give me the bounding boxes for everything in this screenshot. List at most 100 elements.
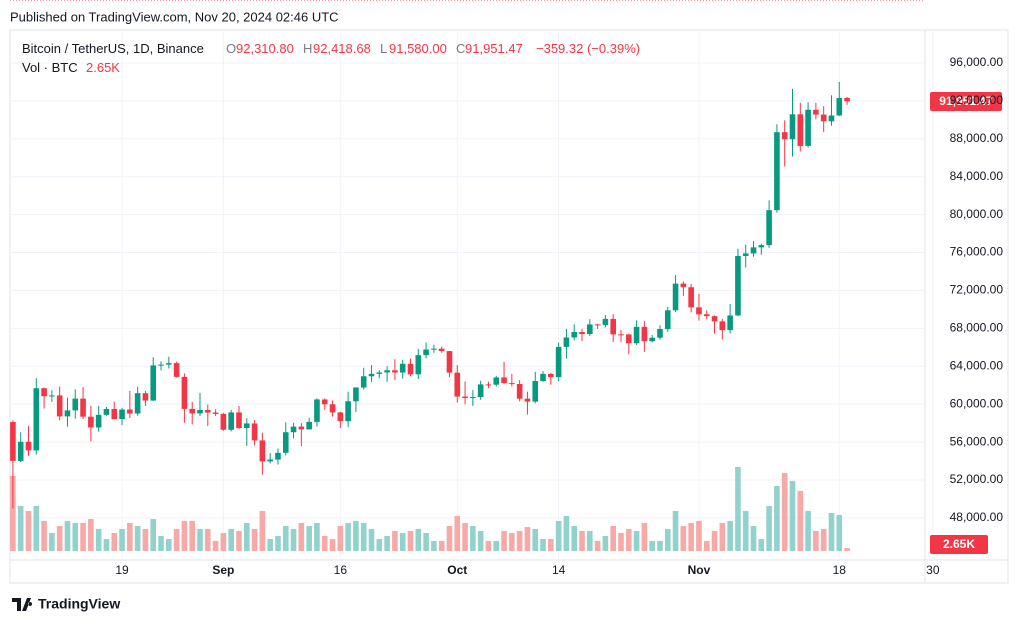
volume-bar: [384, 535, 390, 551]
candle-body: [657, 329, 663, 338]
candle-body: [392, 370, 398, 373]
candle-body: [727, 315, 733, 331]
candle-body: [641, 326, 648, 342]
volume-bar: [446, 526, 453, 551]
volume-bar: [392, 530, 398, 551]
volume-bar: [134, 526, 141, 551]
volume-bar: [407, 530, 414, 551]
volume-bar: [95, 528, 102, 551]
candle-body: [431, 348, 437, 350]
candle-body: [672, 283, 679, 311]
low-value: 91,580.00: [389, 41, 447, 56]
high-value: 92,418.68: [313, 41, 371, 56]
volume-bar: [774, 485, 780, 551]
candle-body: [25, 441, 32, 451]
volume-bar: [158, 535, 164, 551]
y-tick-label: 60,000.00: [950, 396, 1004, 410]
candle-body: [587, 324, 593, 335]
volume-bar: [501, 530, 507, 551]
published-note: Published on TradingView.com, Nov 20, 20…: [10, 9, 339, 24]
candle-body: [111, 409, 118, 420]
volume-bar: [17, 506, 24, 551]
y-tick-label: 80,000.00: [950, 207, 1004, 221]
volume-bar: [353, 520, 359, 551]
candle-body: [742, 253, 749, 256]
candle-body: [259, 440, 266, 462]
candle-body: [470, 397, 476, 399]
volume-bar: [103, 539, 110, 551]
y-tick-label: 84,000.00: [950, 169, 1004, 183]
volume-bar: [493, 540, 500, 551]
candle-body: [205, 409, 211, 413]
candle-body: [345, 401, 351, 422]
volume-bar: [173, 528, 180, 551]
volume-bar: [212, 540, 219, 551]
volume-bar: [376, 539, 383, 551]
volume-tag-label: 2.65K: [943, 537, 975, 551]
brand-name: TradingView: [38, 596, 120, 612]
volume-bar: [625, 528, 632, 551]
change-value: −359.32 (−0.39%): [536, 41, 640, 56]
candle-body: [407, 363, 414, 375]
symbol: Bitcoin / TetherUS, 1D, Binance: [22, 41, 204, 56]
candle-body: [275, 452, 281, 460]
volume-bar: [711, 530, 718, 551]
volume-bar: [72, 522, 79, 551]
candle-body: [282, 432, 289, 453]
volume-bar: [485, 540, 492, 551]
candle-body: [680, 283, 687, 288]
legend: Bitcoin / TetherUS, 1D, Binance O 92,310…: [22, 41, 640, 56]
y-tick-label: 56,000.00: [950, 434, 1004, 448]
candle-body: [353, 387, 359, 402]
candle-body: [337, 412, 344, 422]
volume-bar: [805, 510, 811, 551]
candle-body: [477, 384, 484, 398]
volume-bar: [41, 520, 47, 551]
volume-bar: [742, 510, 749, 551]
last-price-tag: [930, 92, 1002, 111]
candle-body: [540, 373, 546, 382]
candle-body: [719, 321, 726, 331]
volume-bar: [438, 540, 445, 551]
candle-body: [462, 396, 468, 399]
volume-bar: [56, 526, 63, 551]
volume-bar: [267, 539, 273, 551]
volume-bar: [111, 533, 118, 551]
candle-body: [290, 426, 297, 433]
volume-bar: [259, 510, 266, 551]
volume-bar: [321, 535, 328, 551]
volume-bar: [672, 510, 679, 551]
candle-body: [376, 372, 383, 374]
candle-body: [509, 383, 515, 385]
candle-body: [127, 409, 133, 414]
x-tick-label: 18: [833, 563, 847, 577]
volume-bar: [119, 528, 125, 551]
volume-bar: [345, 522, 351, 551]
volume-bar: [657, 540, 663, 551]
candle-body: [633, 326, 640, 344]
volume-bar: [719, 522, 726, 551]
candle-body: [103, 409, 110, 415]
candle-body: [181, 376, 188, 409]
volume-bar: [306, 526, 312, 551]
candle-body: [384, 370, 390, 373]
volume-bar: [735, 467, 741, 551]
volume-bar: [758, 539, 765, 551]
candle-body: [142, 393, 149, 401]
volume-bar: [150, 519, 157, 551]
x-tick-label: Nov: [688, 563, 711, 577]
close-value: 91,951.47: [465, 41, 523, 56]
candle-body: [415, 355, 422, 375]
volume-bar: [664, 528, 671, 551]
volume-bar: [828, 513, 835, 551]
high-tag: H: [303, 41, 312, 56]
chart-frame: [9, 29, 1009, 584]
volume-bar: [282, 526, 289, 551]
candle-body: [797, 114, 804, 146]
candle-body: [212, 412, 219, 414]
candle-layer: [10, 81, 850, 509]
volume-bar: [80, 522, 86, 551]
volume-bar: [649, 540, 655, 551]
candle-body: [220, 413, 227, 430]
